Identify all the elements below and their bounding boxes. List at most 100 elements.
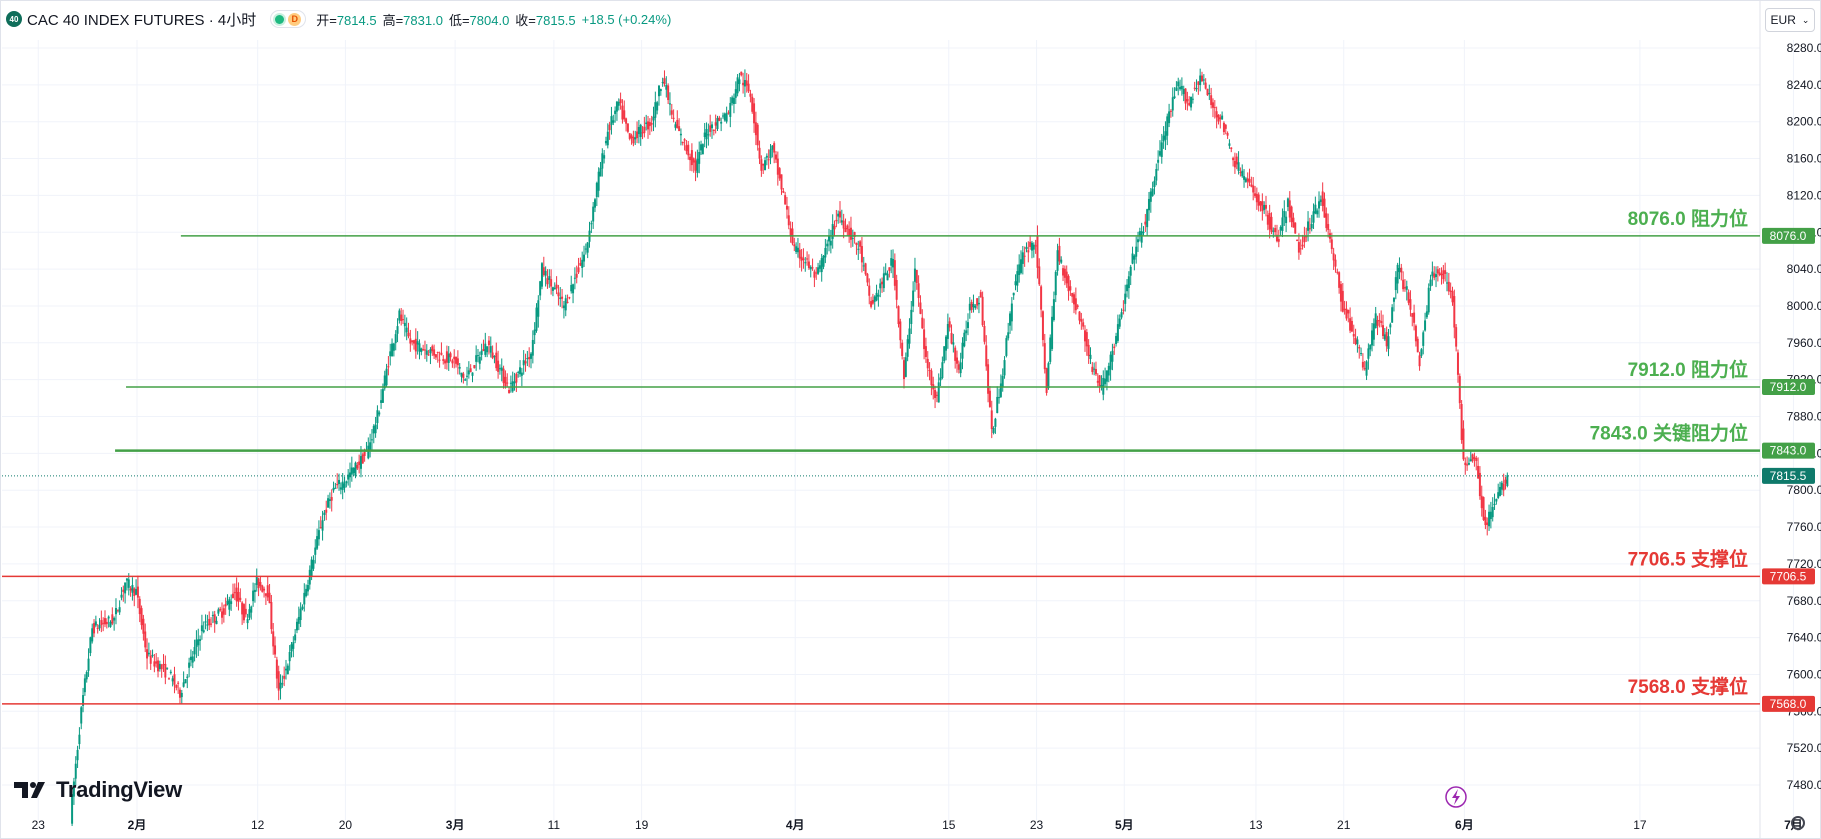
candle-body	[990, 410, 993, 430]
candle-body	[701, 144, 704, 155]
candle-body	[1455, 327, 1458, 347]
candle-body	[1007, 332, 1010, 339]
currency-select[interactable]: EUR ⌄	[1765, 8, 1815, 32]
candle-body	[667, 85, 670, 101]
candle-body	[230, 601, 233, 604]
market-status-pill[interactable]: D	[270, 10, 307, 28]
candle-body	[1222, 122, 1225, 133]
candle-body	[1283, 210, 1286, 218]
candle-body	[504, 376, 507, 387]
candle-body	[186, 676, 189, 678]
candle-body	[833, 225, 836, 230]
candle-body	[1126, 284, 1129, 292]
candle-body	[1504, 479, 1507, 484]
candle-body	[489, 346, 492, 353]
candle-body	[1347, 309, 1350, 314]
candle-body	[1083, 330, 1086, 342]
candle-body	[689, 156, 692, 161]
candle-body	[681, 141, 684, 144]
candle-body	[87, 658, 90, 671]
candle-body	[692, 158, 695, 163]
candle-body	[1493, 503, 1496, 505]
candle-body	[977, 302, 980, 305]
candle-body	[136, 586, 139, 598]
candle-body	[1062, 268, 1065, 276]
tradingview-logo[interactable]: TradingView	[14, 777, 182, 803]
support-price-tag	[1762, 695, 1815, 712]
candle-body	[1014, 281, 1017, 286]
y-tick-label: 8160.0	[1787, 152, 1821, 166]
candle-body	[160, 664, 163, 670]
candle-body	[1385, 332, 1388, 347]
resistance-price-tag-label: 7912.0	[1770, 380, 1807, 394]
candle-body	[248, 609, 251, 618]
candle-body	[718, 117, 721, 121]
candle-body	[950, 332, 953, 344]
candle-body	[149, 655, 152, 664]
candle-body	[674, 124, 677, 128]
candle-body	[712, 129, 715, 132]
candle-body	[204, 621, 207, 623]
candle-body	[420, 348, 423, 352]
candle-body	[698, 151, 701, 164]
candle-body	[1387, 336, 1390, 349]
candle-body	[416, 341, 419, 345]
candle-body	[129, 588, 132, 591]
candle-body	[279, 682, 282, 689]
candle-body	[231, 593, 234, 598]
candle-body	[83, 678, 86, 693]
candle-body	[85, 672, 88, 680]
candle-body	[844, 228, 847, 233]
candle-body	[1177, 81, 1180, 87]
candle-body	[270, 602, 273, 630]
candle-body	[846, 225, 849, 230]
candle-body	[1418, 355, 1421, 367]
chart-settings-icon[interactable]	[1791, 816, 1805, 830]
candle-body	[910, 309, 913, 324]
candle-body	[736, 77, 739, 94]
candle-body	[601, 153, 604, 169]
candle-body	[815, 272, 818, 274]
candle-body	[937, 382, 940, 403]
candle-body	[1100, 384, 1103, 388]
candle-body	[886, 273, 889, 281]
candle-body	[1173, 96, 1176, 98]
candle-body	[572, 284, 575, 294]
candle-body	[561, 296, 564, 299]
candle-body	[901, 342, 904, 356]
candle-body	[74, 763, 77, 779]
candle-body	[78, 734, 81, 745]
candle-body	[1191, 98, 1194, 100]
candle-body	[473, 365, 476, 369]
candle-body	[789, 228, 792, 236]
candle-body	[1429, 279, 1432, 287]
candle-body	[1211, 102, 1214, 108]
x-tick-label: 5月	[1115, 818, 1134, 832]
candle-body	[171, 678, 174, 682]
candle-body	[1018, 264, 1021, 276]
candle-body	[1400, 267, 1403, 273]
candle-body	[1499, 486, 1502, 496]
candle-body	[531, 339, 534, 356]
candle-body	[753, 103, 756, 124]
candle-body	[1146, 209, 1149, 228]
candle-body	[758, 147, 761, 159]
candle-body	[542, 267, 545, 275]
candle-body	[1372, 323, 1375, 340]
symbol-title[interactable]: CAC 40 INDEX FUTURES · 4小时	[27, 11, 257, 29]
candle-body	[628, 133, 631, 139]
candle-body	[948, 321, 951, 328]
candle-body	[1330, 239, 1333, 250]
candle-body	[1243, 176, 1246, 180]
candle-body	[491, 352, 494, 359]
candle-body	[228, 599, 231, 610]
candle-body	[1168, 111, 1171, 124]
candle-body	[114, 607, 117, 615]
candle-body	[972, 303, 975, 308]
candle-body	[892, 259, 895, 268]
candle-body	[1025, 246, 1028, 250]
candle-body	[954, 347, 957, 361]
candle-body	[643, 126, 646, 134]
candle-body	[93, 623, 96, 634]
